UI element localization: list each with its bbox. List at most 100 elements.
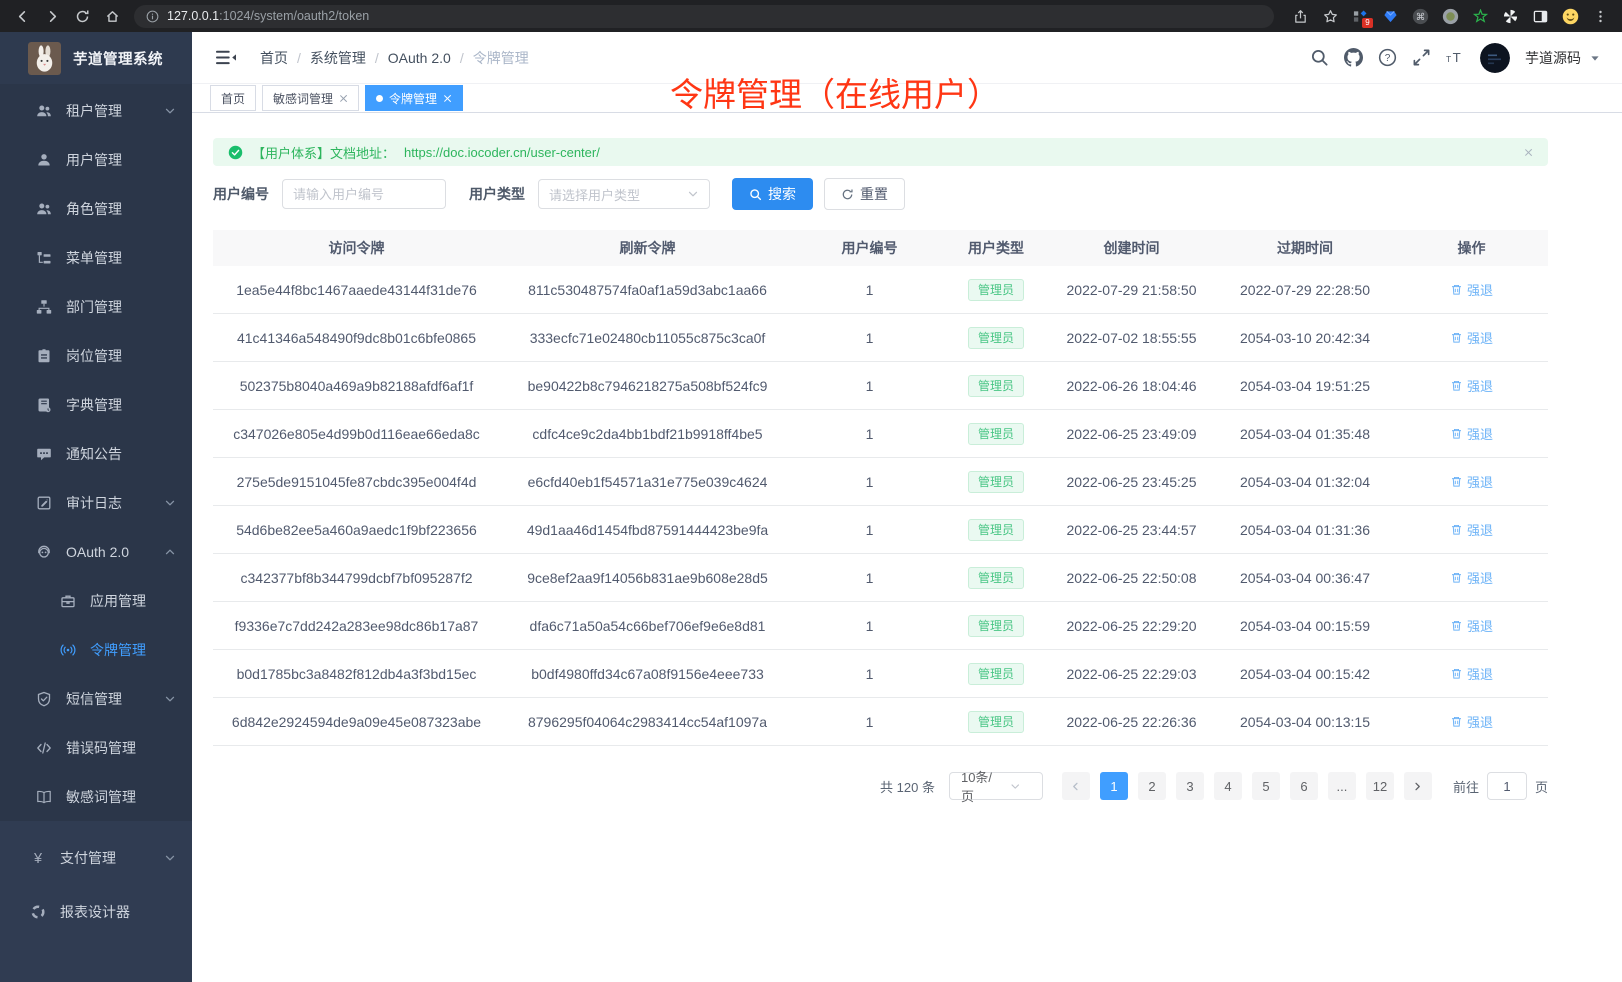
table-row: c347026e805e4d99b0d116eae66eda8c cdfc4ce9… — [213, 410, 1548, 458]
reset-button[interactable]: 重置 — [824, 178, 905, 210]
page-button[interactable]: 4 — [1213, 772, 1242, 800]
sidebar-item[interactable]: 令牌管理 — [0, 625, 192, 674]
force-logout-button[interactable]: 强退 — [1450, 280, 1493, 299]
search-button[interactable]: 搜索 — [732, 178, 813, 210]
github-icon[interactable] — [1344, 48, 1363, 67]
search-icon[interactable] — [1310, 48, 1329, 67]
alert-close-icon[interactable] — [1524, 148, 1533, 157]
goto-label: 前往 — [1452, 779, 1479, 795]
sidebar-item[interactable]: 报表设计器 — [0, 885, 192, 939]
access-token-cell: 502375b8040a469a9b82188afdf6af1f — [239, 377, 474, 394]
site-info-icon[interactable] — [146, 10, 159, 23]
record-extension-icon[interactable] — [1436, 4, 1464, 28]
created-at-cell: 2022-06-25 22:26:36 — [1066, 713, 1197, 730]
forward-button[interactable] — [38, 4, 66, 28]
bookmark-star-icon[interactable] — [1316, 4, 1344, 28]
action-cell: 强退 — [1395, 664, 1548, 683]
force-logout-button[interactable]: 强退 — [1450, 568, 1493, 587]
table-row: c342377bf8b344799dcbf7bf095287f2 9ce8ef2a… — [213, 554, 1548, 602]
sidebar-item[interactable]: 菜单管理 — [0, 233, 192, 282]
force-logout-label: 强退 — [1466, 283, 1493, 298]
command-extension-icon[interactable]: ⌘ — [1406, 4, 1434, 28]
page-size-select[interactable]: 10条/页 — [948, 770, 1043, 804]
total-count: 共 120 条 — [880, 779, 935, 795]
tab-close-icon[interactable] — [443, 94, 452, 103]
force-logout-button[interactable]: 强退 — [1450, 376, 1493, 395]
sidebar-item[interactable]: 应用管理 — [0, 576, 192, 625]
force-logout-button[interactable]: 强退 — [1450, 664, 1493, 683]
breadcrumb-item[interactable]: OAuth 2.0 — [387, 49, 451, 66]
user-id-input[interactable] — [282, 179, 446, 209]
app-logo[interactable]: 芋道管理系统 — [0, 32, 192, 84]
refresh-token-cell: dfa6c71a50a54c66bef706ef9e6e8d81 — [529, 617, 766, 634]
force-logout-button[interactable]: 强退 — [1450, 616, 1493, 635]
side-panel-icon[interactable] — [1526, 4, 1554, 28]
sidebar-item[interactable]: 字典管理 — [0, 380, 192, 429]
tab[interactable]: 令牌管理 — [365, 85, 464, 111]
force-logout-button[interactable]: 强退 — [1450, 712, 1493, 731]
back-button[interactable] — [8, 4, 36, 28]
page-button[interactable]: 1 — [1099, 772, 1128, 800]
next-page-button[interactable] — [1403, 772, 1432, 800]
help-icon[interactable]: ? — [1378, 48, 1397, 67]
browser-menu-icon[interactable] — [1586, 4, 1614, 28]
user-type-badge: 管理员 — [967, 566, 1024, 589]
alert-text: 【用户体系】文档地址： — [252, 145, 396, 161]
sidebar-item-label: 字典管理 — [66, 396, 122, 413]
sidebar-item[interactable]: 角色管理 — [0, 184, 192, 233]
goto-suffix: 页 — [1534, 779, 1548, 795]
extensions-icon[interactable]: 9 — [1346, 4, 1374, 28]
breadcrumb-item[interactable]: 系统管理 — [309, 49, 366, 66]
breadcrumb-item[interactable]: 首页 — [260, 49, 288, 66]
share-icon[interactable] — [1286, 4, 1314, 28]
username[interactable]: 芋道源码 — [1525, 49, 1581, 66]
address-bar[interactable]: 127.0.0.1:1024/system/oauth2/token — [134, 4, 1274, 28]
pinwheel-extension-icon[interactable] — [1496, 4, 1524, 28]
page-button[interactable]: 5 — [1251, 772, 1280, 800]
users-icon — [36, 103, 52, 119]
force-logout-button[interactable]: 强退 — [1450, 472, 1493, 491]
fullscreen-icon[interactable] — [1412, 48, 1431, 67]
force-logout-button[interactable]: 强退 — [1450, 424, 1493, 443]
refresh-token-cell: 9ce8ef2aa9f14056b831ae9b608e28d5 — [527, 569, 768, 586]
expires-at-cell: 2054-03-04 00:36:47 — [1240, 569, 1370, 586]
sidebar-item[interactable]: 部门管理 — [0, 282, 192, 331]
prev-page-button[interactable] — [1061, 772, 1090, 800]
page-button[interactable]: 6 — [1289, 772, 1318, 800]
doc-link[interactable]: https://doc.iocoder.cn/user-center/ — [404, 144, 600, 160]
user-menu-caret-icon[interactable] — [1590, 53, 1600, 63]
sidebar-item[interactable]: ¥ 支付管理 — [0, 831, 192, 885]
sidebar-item[interactable]: 短信管理 — [0, 674, 192, 723]
gem-extension-icon[interactable] — [1376, 4, 1404, 28]
sidebar-item[interactable]: OAuth 2.0 — [0, 527, 192, 576]
sidebar-item[interactable]: 通知公告 — [0, 429, 192, 478]
sidebar-collapse-icon[interactable] — [216, 49, 236, 66]
page-button[interactable]: 3 — [1175, 772, 1204, 800]
home-button[interactable] — [98, 4, 126, 28]
user-avatar[interactable] — [1480, 42, 1510, 73]
goto-page-input[interactable] — [1486, 772, 1527, 800]
force-logout-button[interactable]: 强退 — [1450, 520, 1493, 539]
sidebar-item[interactable]: 用户管理 — [0, 135, 192, 184]
more-pages-button[interactable]: ... — [1327, 772, 1356, 800]
tab-close-icon[interactable] — [339, 94, 348, 103]
page-button[interactable]: 2 — [1137, 772, 1166, 800]
sidebar-item[interactable]: 审计日志 — [0, 478, 192, 527]
column-header: 用户类型 — [968, 240, 1024, 256]
sidebar-item[interactable]: 敏感词管理 — [0, 772, 192, 821]
force-logout-button[interactable]: 强退 — [1450, 328, 1493, 347]
page-button[interactable]: 12 — [1365, 772, 1394, 800]
profile-avatar-icon[interactable] — [1556, 4, 1584, 28]
user-type-select[interactable]: 请选择用户类型 — [538, 179, 710, 209]
sidebar-item[interactable]: 错误码管理 — [0, 723, 192, 772]
sidebar-item[interactable]: 租户管理 — [0, 86, 192, 135]
sidebar-item-label: 角色管理 — [66, 200, 122, 217]
chevron-up-icon — [164, 546, 176, 558]
tab[interactable]: 首页 — [210, 85, 257, 111]
tab[interactable]: 敏感词管理 — [262, 85, 360, 111]
reload-button[interactable] — [68, 4, 96, 28]
sidebar-item[interactable]: 岗位管理 — [0, 331, 192, 380]
star-extension-icon[interactable] — [1466, 4, 1494, 28]
